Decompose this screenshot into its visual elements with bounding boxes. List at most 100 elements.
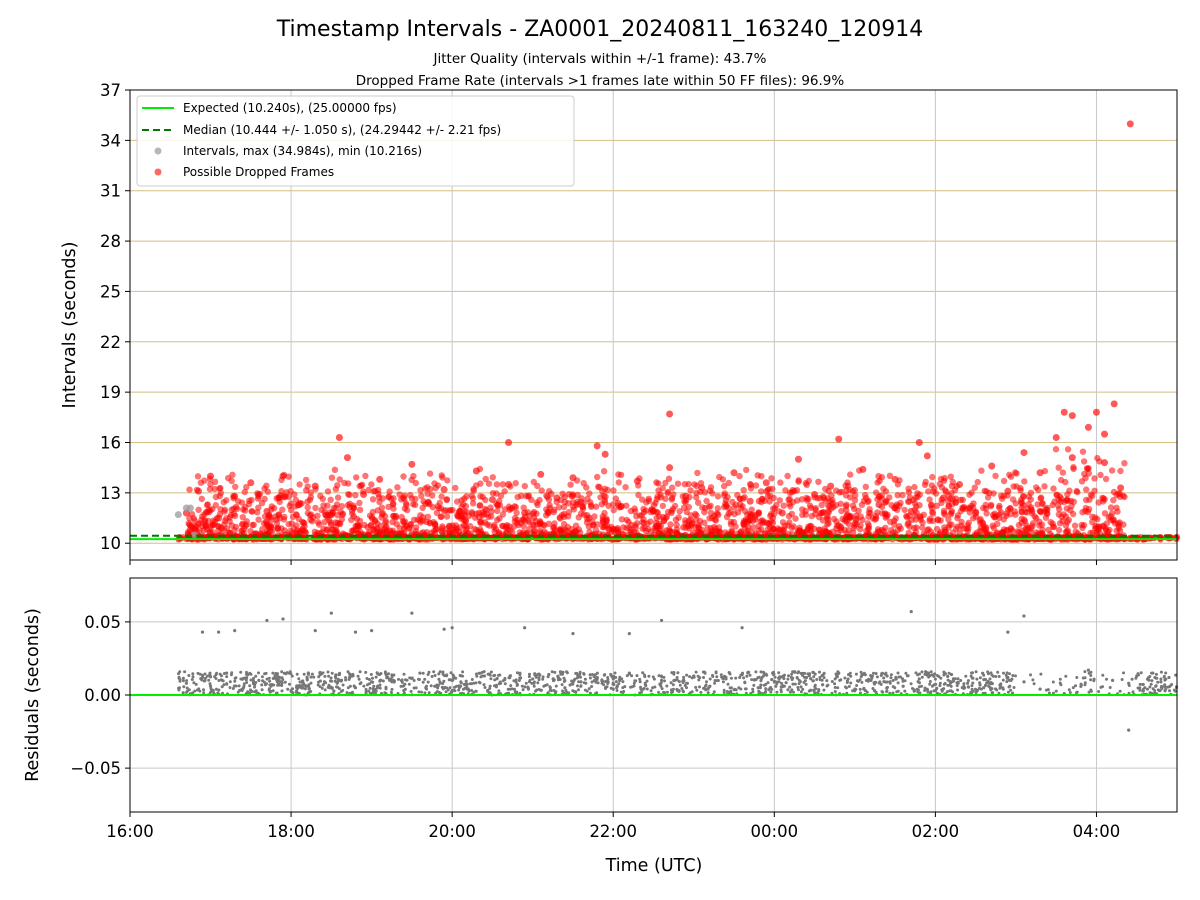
dropped-frame-point — [1059, 469, 1067, 476]
residual-point — [1059, 683, 1063, 687]
dropped-frame-point — [991, 510, 998, 517]
residual-point — [233, 676, 237, 680]
residual-point — [833, 682, 837, 686]
dropped-frame-point — [327, 496, 334, 503]
dropped-frame-point — [601, 522, 609, 529]
dropped-frame-point — [600, 468, 608, 475]
residual-point — [754, 670, 758, 674]
dropped-frame-point — [825, 508, 832, 516]
residual-point — [669, 681, 673, 685]
dropped-frame-point — [304, 504, 311, 511]
dropped-frame-point — [802, 511, 809, 518]
residual-point — [713, 681, 717, 685]
dropped-frame-point — [912, 529, 920, 536]
residual-point — [417, 678, 421, 681]
dropped-frame-point — [424, 499, 432, 507]
residual-point — [1136, 686, 1140, 690]
dropped-frame-point — [255, 491, 262, 498]
dropped-frame-point — [345, 491, 352, 498]
dropped-frame-point — [482, 475, 489, 483]
residual-point — [1068, 691, 1072, 694]
dropped-frame-point — [255, 516, 262, 523]
residual-point — [981, 671, 984, 675]
dropped-frame-point — [1096, 523, 1103, 531]
residual-point — [777, 680, 781, 684]
dropped-frame-point — [714, 493, 722, 500]
dropped-frame-point — [968, 489, 975, 496]
residual-point — [587, 687, 591, 691]
dropped-frame-point — [1097, 471, 1104, 479]
residual-point — [711, 673, 714, 677]
dropped-frame-point — [349, 510, 356, 518]
dropped-frame-point — [287, 500, 295, 507]
dropped-frame-point — [903, 513, 910, 520]
dropped-frame-point — [1050, 523, 1058, 531]
dropped-frame-point — [386, 488, 393, 495]
dropped-frame-point — [795, 477, 802, 484]
dropped-frame-point — [896, 523, 903, 530]
dropped-frame-point — [1108, 467, 1116, 474]
residual-point — [374, 675, 378, 679]
dropped-frame-point — [692, 510, 699, 518]
dropped-frame-point — [845, 527, 853, 534]
dropped-frame-point — [730, 469, 738, 477]
residual-point — [920, 670, 924, 674]
dropped-frame-point — [880, 485, 887, 492]
dropped-frame-point — [1092, 408, 1100, 416]
dropped-frame-point — [394, 484, 401, 491]
residual-point — [905, 674, 909, 678]
dropped-frame-point — [886, 472, 894, 479]
dropped-frame-point — [600, 492, 608, 499]
dropped-frame-point — [331, 466, 339, 473]
dropped-frame-point — [382, 518, 390, 525]
dropped-frame-point — [255, 504, 262, 511]
dropped-frame-point — [592, 503, 600, 510]
dropped-frame-point — [368, 481, 375, 488]
dropped-frame-point — [947, 473, 954, 480]
residual-point — [1008, 672, 1011, 676]
residual-point — [1001, 687, 1005, 691]
residual-point — [994, 675, 998, 678]
dropped-frame-point — [640, 516, 647, 523]
residual-point — [528, 672, 531, 676]
dropped-frame-point — [721, 482, 728, 490]
residual-point — [554, 684, 558, 688]
residual-point — [970, 684, 974, 688]
dropped-frame-point — [671, 502, 679, 510]
residual-point — [1064, 674, 1068, 678]
dropped-frame-point — [974, 478, 981, 486]
dropped-frame-point — [243, 483, 250, 491]
dropped-frame-point — [263, 507, 271, 515]
dropped-frame-point — [653, 479, 660, 486]
dropped-frame-point — [570, 506, 578, 513]
dropped-frame-point — [910, 496, 917, 504]
residual-point — [543, 684, 547, 687]
residual-point — [764, 672, 768, 676]
dropped-frame-point — [945, 502, 953, 509]
residual-point — [997, 675, 1001, 678]
dropped-frame-point — [977, 528, 984, 535]
dropped-frame-point — [1091, 487, 1098, 494]
residual-point — [975, 677, 979, 681]
residual-point — [585, 689, 589, 693]
dropped-frame-point — [1084, 465, 1091, 473]
dropped-frame-point — [1108, 510, 1116, 517]
residual-point — [978, 676, 982, 680]
dropped-frame-point — [983, 510, 990, 517]
residual-point — [310, 672, 314, 676]
dropped-frame-point — [494, 516, 501, 524]
dropped-frame-point — [876, 477, 883, 484]
dropped-frame-point — [352, 492, 359, 499]
residual-point — [1092, 677, 1096, 681]
residual-point — [728, 686, 732, 690]
dropped-frame-point — [369, 496, 377, 503]
residual-point — [845, 686, 848, 690]
residual-point — [933, 677, 937, 681]
dropped-frame-point — [389, 518, 396, 526]
residual-point — [663, 679, 666, 683]
residual-point — [774, 684, 778, 688]
dropped-frame-point — [496, 497, 503, 505]
dropped-frame-point — [843, 512, 851, 520]
dropped-frame-point — [659, 502, 667, 510]
dropped-frame-point — [1074, 488, 1081, 496]
